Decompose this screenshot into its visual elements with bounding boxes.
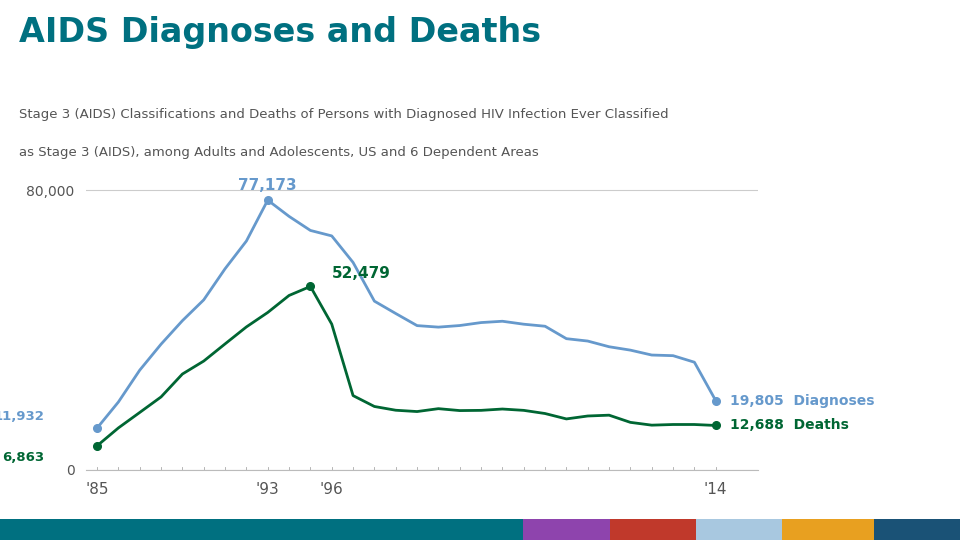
Text: 11,932: 11,932 (0, 409, 44, 423)
Text: as Stage 3 (AIDS), among Adults and Adolescents, US and 6 Dependent Areas: as Stage 3 (AIDS), among Adults and Adol… (19, 146, 539, 159)
Text: 77,173: 77,173 (238, 178, 297, 193)
Text: AIDS Diagnoses and Deaths: AIDS Diagnoses and Deaths (19, 16, 541, 49)
Text: Stage 3 (AIDS) Classifications and Deaths of Persons with Diagnosed HIV Infectio: Stage 3 (AIDS) Classifications and Death… (19, 108, 669, 121)
Text: 6,863: 6,863 (2, 451, 44, 464)
Text: 52,479: 52,479 (332, 266, 391, 281)
Text: 12,688  Deaths: 12,688 Deaths (731, 418, 849, 433)
Text: 19,805  Diagnoses: 19,805 Diagnoses (731, 394, 875, 408)
